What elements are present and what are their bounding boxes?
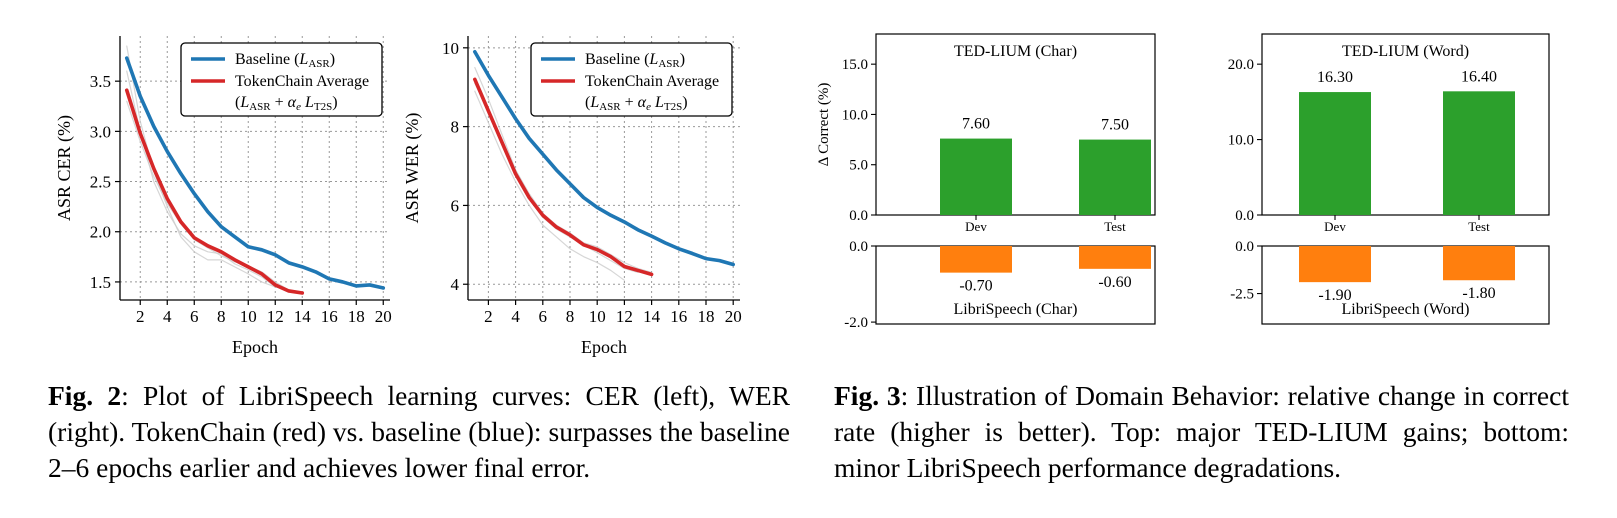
tokenchain-run-line — [126, 100, 303, 293]
figure-3-label: Fig. 3 — [834, 380, 901, 411]
x-tick-label: 8 — [566, 307, 575, 326]
bar-chart-char: TED-LIUM (Char) 0.0 5.0 10.0 15.0 7.60 Dev 7.50… — [816, 33, 1156, 331]
top-panel-title: TED-LIUM (Word) — [1342, 43, 1469, 60]
figure-2-caption-text: : Plot of LibriSpeech learning curves: C… — [48, 380, 790, 483]
loss-bar-value-label: -0.60 — [1098, 274, 1131, 291]
tokenchain-series-line — [124, 88, 305, 295]
x-tick-label: 2 — [136, 307, 145, 326]
y-tick-label: 20.0 — [1228, 57, 1254, 73]
y-tick-label: 2.0 — [90, 223, 111, 242]
bottom-panel-title: LibriSpeech (Word) — [1342, 301, 1470, 318]
loss-bar — [940, 246, 1012, 273]
x-tick-label: 18 — [698, 307, 715, 326]
baseline-series-line — [472, 49, 736, 267]
top-panel-frame — [1261, 33, 1550, 216]
x-tick-label: 16 — [670, 307, 687, 326]
category-label: Test — [1468, 219, 1490, 234]
y-tick-label: 5.0 — [849, 158, 868, 174]
y-tick-label: 8 — [451, 118, 460, 137]
x-tick-label: 16 — [321, 307, 338, 326]
y-tick-label: 3.5 — [90, 72, 111, 91]
x-tick-label: 8 — [217, 307, 226, 326]
figure-3-caption: Fig. 3: Illustration of Domain Behavior:… — [834, 378, 1569, 486]
legend-box — [180, 42, 383, 117]
figure-2-caption: Fig. 2: Plot of LibriSpeech learning cur… — [48, 378, 790, 486]
figure-3-caption-text: : Illustration of Domain Behavior: relat… — [834, 380, 1569, 483]
loss-bar-value-label: -1.90 — [1318, 287, 1351, 304]
y-tick-label: 2.5 — [90, 173, 111, 192]
x-tick-label: 14 — [643, 307, 661, 326]
bottom-panel-frame — [875, 245, 1156, 325]
y-tick-label: -2.5 — [1230, 287, 1254, 303]
y-tick-label: -2.0 — [844, 315, 868, 331]
gain-bar — [940, 138, 1012, 215]
loss-bar — [1299, 246, 1371, 283]
y-tick-label: 4 — [451, 275, 460, 294]
baseline-series-line — [124, 56, 386, 290]
top-panel-frame — [875, 33, 1156, 216]
y-tick-label: 10.0 — [842, 107, 868, 123]
y-axis-label: Δ Correct (%) — [816, 83, 832, 167]
loss-bar-value-label: -1.80 — [1462, 285, 1495, 302]
y-tick-label: 1.5 — [90, 273, 111, 292]
y-tick-label: 0.0 — [1235, 239, 1254, 255]
y-tick-label: 0.0 — [849, 239, 868, 255]
x-tick-label: 14 — [294, 307, 312, 326]
x-tick-label: 12 — [267, 307, 284, 326]
x-axis-label: Epoch — [581, 337, 627, 357]
x-axis-label: Epoch — [232, 337, 278, 357]
loss-bar — [1443, 246, 1515, 281]
x-tick-label: 12 — [616, 307, 633, 326]
tokenchain-run-line — [126, 70, 276, 288]
bottom-panel-frame — [1261, 245, 1550, 325]
loss-bar — [1079, 246, 1151, 269]
gain-bar — [1079, 139, 1151, 215]
x-tick-label: 4 — [511, 307, 520, 326]
legend-box — [530, 42, 733, 117]
y-tick-label: 6 — [451, 196, 460, 215]
bottom-panel-title: LibriSpeech (Char) — [954, 301, 1078, 318]
x-tick-label: 2 — [484, 307, 493, 326]
tokenchain-run-line — [474, 90, 626, 281]
gain-bar-value-label: 7.60 — [962, 116, 990, 133]
gain-bar — [1299, 92, 1371, 215]
bar-chart-word: TED-LIUM (Word) 0.0 10.0 20.0 16.30 Dev 16.40 T… — [1228, 33, 1550, 325]
x-tick-label: 10 — [240, 307, 257, 326]
legend-tokenchain-label: TokenChain Average — [585, 73, 719, 90]
gain-bar-value-label: 16.40 — [1461, 68, 1497, 85]
figure-canvas: 2 4 6 8 10 12 14 16 18 201.52.02.53.03.5EpochASR … — [54, 33, 1550, 357]
category-label: Dev — [1324, 219, 1346, 234]
y-tick-label: 10.0 — [1228, 133, 1254, 149]
top-panel-title: TED-LIUM (Char) — [954, 43, 1077, 60]
gain-bar-value-label: 16.30 — [1317, 69, 1353, 86]
y-tick-label: 15.0 — [842, 57, 868, 73]
x-tick-label: 6 — [190, 307, 199, 326]
gain-bar-value-label: 7.50 — [1101, 117, 1129, 134]
gain-bar — [1443, 91, 1515, 215]
x-tick-label: 10 — [589, 307, 606, 326]
loss-bar-value-label: -0.70 — [959, 278, 992, 295]
y-tick-label: 0.0 — [1235, 208, 1254, 224]
category-label: Dev — [965, 219, 987, 234]
x-tick-label: 6 — [539, 307, 548, 326]
x-tick-label: 20 — [725, 307, 742, 326]
y-axis-label: ASR WER (%) — [402, 113, 423, 224]
figure-2-label: Fig. 2 — [48, 380, 122, 411]
x-tick-label: 20 — [375, 307, 392, 326]
y-tick-label: 0.0 — [849, 208, 868, 224]
y-axis-label: ASR CER (%) — [54, 115, 75, 221]
y-tick-label: 3.0 — [90, 122, 111, 141]
x-tick-label: 18 — [348, 307, 365, 326]
x-tick-label: 4 — [163, 307, 172, 326]
tokenchain-series-line — [472, 77, 654, 277]
y-tick-label: 10 — [442, 39, 459, 58]
line-chart-cer: 2 4 6 8 10 12 14 16 18 20 1.5 2.0 2.5 3.0 3.5 Epoch ASR … — [54, 36, 392, 357]
legend-tokenchain-label: TokenChain Average — [235, 73, 369, 90]
category-label: Test — [1104, 219, 1126, 234]
